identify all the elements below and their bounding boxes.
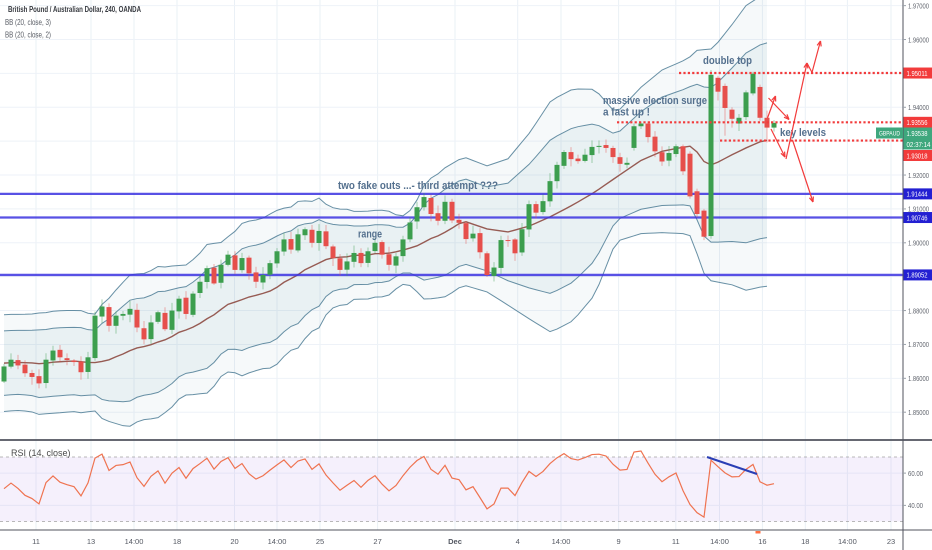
svg-text:14:00: 14:00 xyxy=(125,537,144,546)
svg-text:1.95011: 1.95011 xyxy=(907,69,928,78)
svg-text:02:37:14: 02:37:14 xyxy=(907,140,931,149)
svg-text:1.90000: 1.90000 xyxy=(908,239,929,248)
svg-text:double top: double top xyxy=(703,55,752,67)
svg-text:1.87000: 1.87000 xyxy=(908,340,929,349)
svg-text:1.91444: 1.91444 xyxy=(907,190,928,199)
svg-text:1.93018: 1.93018 xyxy=(907,151,928,160)
svg-text:14:00: 14:00 xyxy=(268,537,287,546)
svg-text:GBPAUD: GBPAUD xyxy=(879,131,900,138)
svg-text:14:00: 14:00 xyxy=(710,537,729,546)
svg-text:1.89052: 1.89052 xyxy=(907,271,928,280)
svg-text:1.90746: 1.90746 xyxy=(907,213,928,222)
svg-text:1.93556: 1.93556 xyxy=(907,118,928,127)
svg-text:4: 4 xyxy=(516,537,520,546)
svg-text:18: 18 xyxy=(801,537,809,546)
svg-text:1.96000: 1.96000 xyxy=(908,35,929,44)
svg-text:BB (20, close, 2): BB (20, close, 2) xyxy=(5,31,51,40)
svg-text:massive election surge: massive election surge xyxy=(603,95,707,107)
svg-text:British Pound / Australian Dol: British Pound / Australian Dollar, 240, … xyxy=(8,4,141,14)
svg-text:BB (20, close, 3): BB (20, close, 3) xyxy=(5,18,51,27)
svg-text:16: 16 xyxy=(758,537,766,546)
svg-text:1.88000: 1.88000 xyxy=(908,306,929,315)
svg-text:1.94000: 1.94000 xyxy=(908,103,929,112)
svg-text:14:00: 14:00 xyxy=(552,537,571,546)
svg-text:9: 9 xyxy=(617,537,621,546)
svg-text:key levels: key levels xyxy=(780,127,826,139)
svg-text:two fake outs ...- third attem: two fake outs ...- third attempt ??? xyxy=(338,180,498,192)
svg-text:23: 23 xyxy=(887,537,895,546)
svg-text:1.93538: 1.93538 xyxy=(907,129,928,138)
svg-text:1.97000: 1.97000 xyxy=(908,1,929,10)
svg-text:11: 11 xyxy=(32,537,40,546)
svg-text:20: 20 xyxy=(230,537,238,546)
svg-text:11: 11 xyxy=(672,537,680,546)
svg-text:a fast up !: a fast up ! xyxy=(603,107,650,119)
svg-text:40.00: 40.00 xyxy=(908,501,923,510)
svg-text:27: 27 xyxy=(373,537,381,546)
svg-text:1.92000: 1.92000 xyxy=(908,171,929,180)
svg-text:1.91000: 1.91000 xyxy=(908,205,929,214)
svg-text:25: 25 xyxy=(316,537,324,546)
svg-text:13: 13 xyxy=(87,537,95,546)
svg-text:1.86000: 1.86000 xyxy=(908,374,929,383)
svg-text:range: range xyxy=(358,229,382,241)
svg-text:RSI (14, close): RSI (14, close) xyxy=(11,448,71,458)
svg-text:14:00: 14:00 xyxy=(838,537,857,546)
svg-text:60.00: 60.00 xyxy=(908,469,923,478)
svg-text:Dec: Dec xyxy=(448,537,462,546)
svg-text:1.85000: 1.85000 xyxy=(908,408,929,417)
svg-text:18: 18 xyxy=(173,537,181,546)
